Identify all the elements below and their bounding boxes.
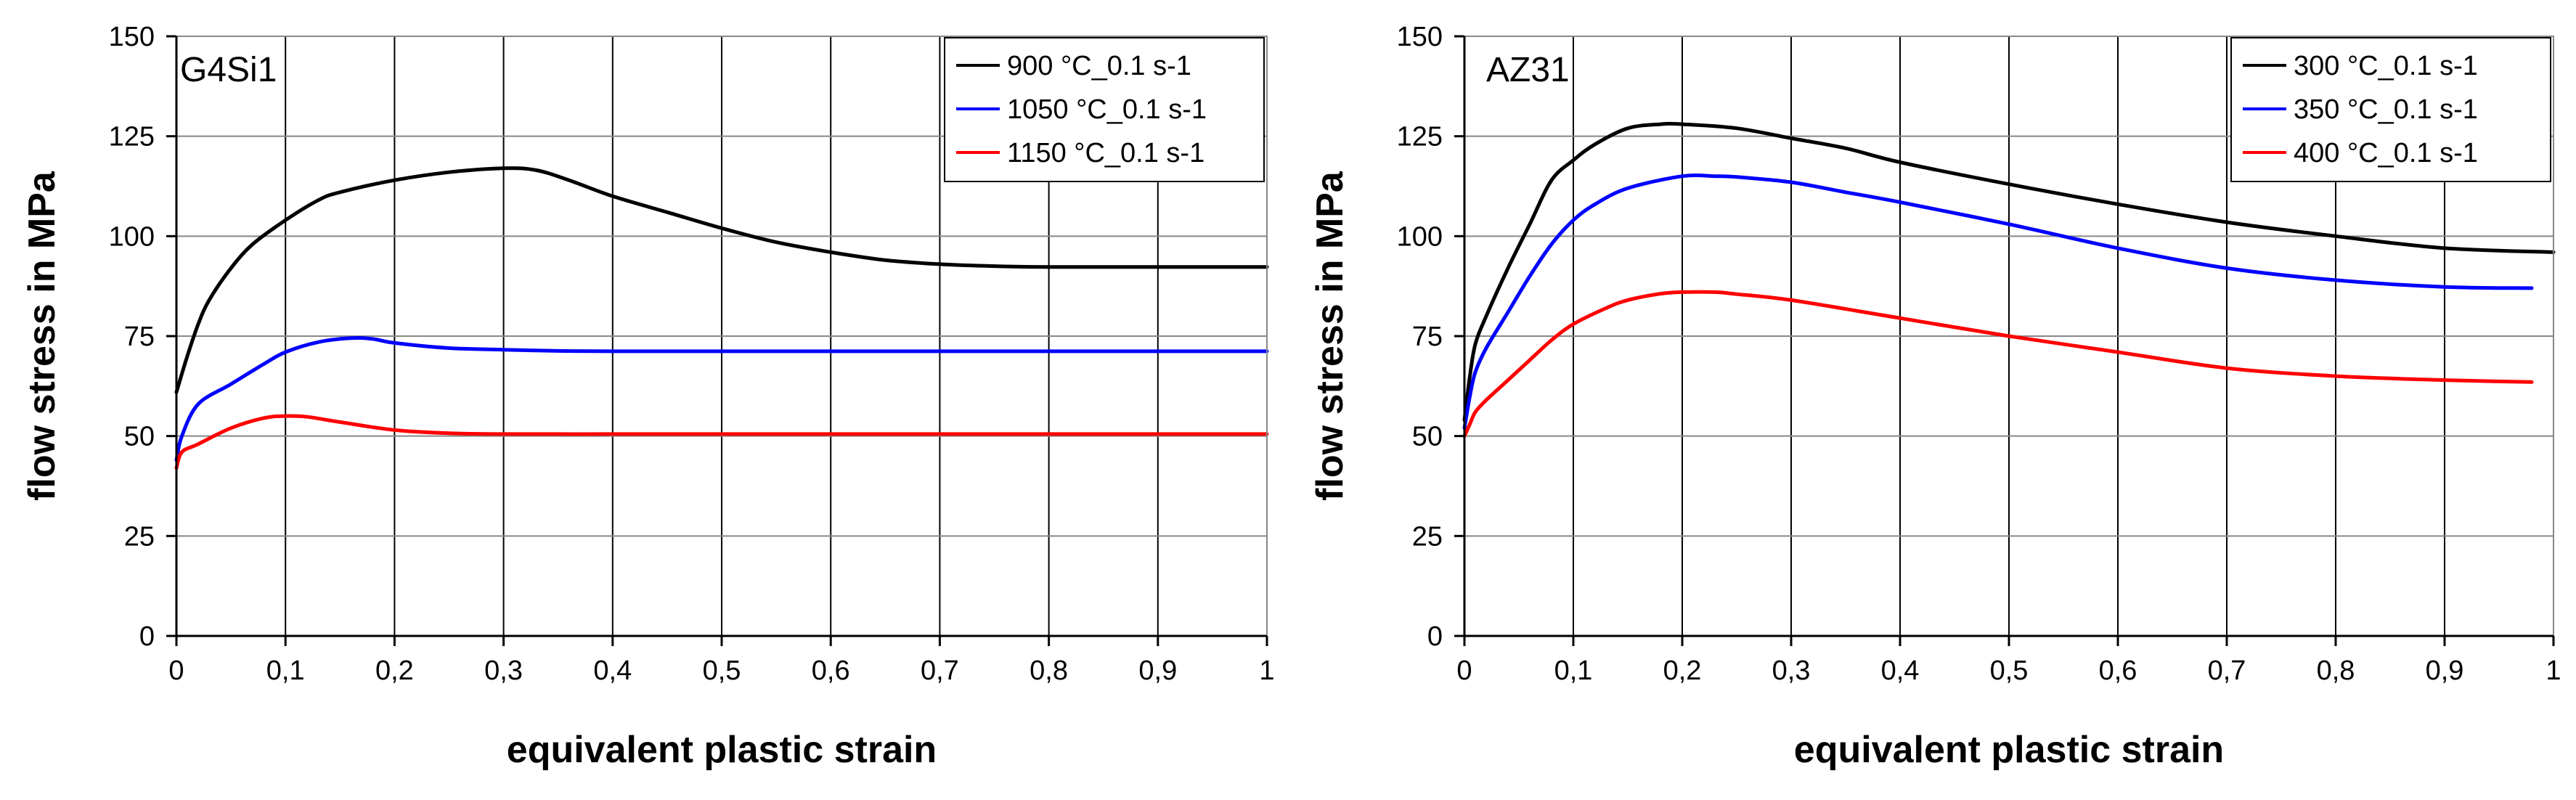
y-tick-label: 50 [1412, 422, 1443, 452]
panel-label: AZ31 [1486, 51, 1570, 89]
y-tick-label: 125 [1397, 122, 1443, 152]
axes [166, 35, 1268, 646]
x-tick-label: 0,6 [812, 656, 850, 686]
series-line-2 [174, 414, 1269, 470]
legend-entry: 1050 °C_0.1 s-1 [956, 94, 1207, 125]
legend-label: 900 °C_0.1 s-1 [1007, 51, 1191, 81]
x-tick-label: 0,9 [1138, 656, 1177, 686]
x-tick-label: 0,4 [1881, 656, 1920, 686]
x-tick-label: 0 [168, 656, 184, 686]
x-tick-label: 0,6 [2099, 656, 2137, 686]
legend-label: 1150 °C_0.1 s-1 [1007, 138, 1205, 168]
series-line-0 [174, 166, 1269, 394]
series-line-1 [174, 335, 1269, 462]
y-tick-label: 0 [1427, 621, 1443, 652]
y-tick-label: 0 [139, 621, 155, 652]
y-tick-label: 50 [124, 422, 155, 452]
x-tick-label: 0,2 [375, 656, 414, 686]
legend-entry: 350 °C_0.1 s-1 [2243, 94, 2478, 125]
x-tick-label: 0,8 [2317, 656, 2355, 686]
tick-labels: 0 0,1 0,2 0,3 0,4 0,5 0,6 0,7 0,8 0,9 1 0 25 50 75 100 1… [1397, 22, 2561, 686]
legend-label: 1050 °C_0.1 s-1 [1007, 94, 1207, 125]
y-tick-label: 100 [1397, 221, 1443, 252]
x-tick-label: 0,1 [1554, 656, 1593, 686]
legend-entry: 300 °C_0.1 s-1 [2243, 51, 2478, 81]
y-axis-title: flow stress in MPa [1309, 171, 1351, 501]
x-tick-label: 0 [1456, 656, 1472, 686]
series-line-1 [1462, 173, 2534, 430]
series-lines [174, 166, 1269, 470]
x-tick-label: 0,3 [1772, 656, 1811, 686]
x-tick-label: 1 [1259, 656, 1274, 686]
legend-entry: 900 °C_0.1 s-1 [956, 51, 1191, 81]
y-tick-label: 100 [109, 221, 155, 252]
x-axis-title: equivalent plastic strain [507, 729, 937, 771]
y-tick-label: 25 [124, 521, 155, 552]
chart-panel-az31: 0 0,1 0,2 0,3 0,4 0,5 0,6 0,7 0,8 0,9 1 0 25 50 75 100 1… [1309, 22, 2561, 771]
gridlines [1464, 36, 2553, 636]
y-tick-label: 25 [1412, 521, 1443, 552]
x-tick-label: 0,9 [2426, 656, 2464, 686]
legend-entry: 400 °C_0.1 s-1 [2243, 138, 2478, 168]
x-tick-label: 0,3 [484, 656, 523, 686]
panel-label: G4Si1 [180, 51, 277, 89]
legend-label: 300 °C_0.1 s-1 [2294, 51, 2478, 81]
y-tick-label: 75 [1412, 322, 1443, 352]
legend-label: 400 °C_0.1 s-1 [2294, 138, 2478, 168]
x-tick-label: 0,5 [1990, 656, 2029, 686]
x-tick-label: 0,8 [1030, 656, 1068, 686]
x-axis-title: equivalent plastic strain [1794, 729, 2224, 771]
y-tick-label: 150 [109, 22, 155, 52]
tick-labels: 0 0,1 0,2 0,3 0,4 0,5 0,6 0,7 0,8 0,9 1 0 25 50 75 100 1… [109, 22, 1275, 686]
x-tick-label: 0,1 [266, 656, 305, 686]
x-tick-label: 0,7 [2208, 656, 2246, 686]
x-tick-label: 1 [2546, 656, 2561, 686]
chart-panel-g4si1: 0 0,1 0,2 0,3 0,4 0,5 0,6 0,7 0,8 0,9 1 0 25 50 75 100 1… [21, 22, 1275, 771]
y-tick-label: 75 [124, 322, 155, 352]
y-tick-label: 150 [1397, 22, 1443, 52]
legend: 900 °C_0.1 s-1 1050 °C_0.1 s-1 1150 °C_0… [944, 37, 1265, 182]
y-axis-title: flow stress in MPa [21, 171, 63, 501]
x-tick-label: 0,2 [1663, 656, 1702, 686]
x-tick-label: 0,7 [921, 656, 959, 686]
series-line-0 [1462, 121, 2556, 423]
series-line-2 [1462, 290, 2534, 438]
legend-entry: 1150 °C_0.1 s-1 [956, 138, 1205, 168]
series-lines [1462, 121, 2556, 438]
legend-label: 350 °C_0.1 s-1 [2294, 94, 2478, 125]
y-tick-label: 125 [109, 122, 155, 152]
axes [1454, 35, 2555, 646]
x-tick-label: 0,5 [703, 656, 741, 686]
x-tick-label: 0,4 [593, 656, 632, 686]
legend: 300 °C_0.1 s-1 350 °C_0.1 s-1 400 °C_0.1… [2230, 37, 2551, 182]
